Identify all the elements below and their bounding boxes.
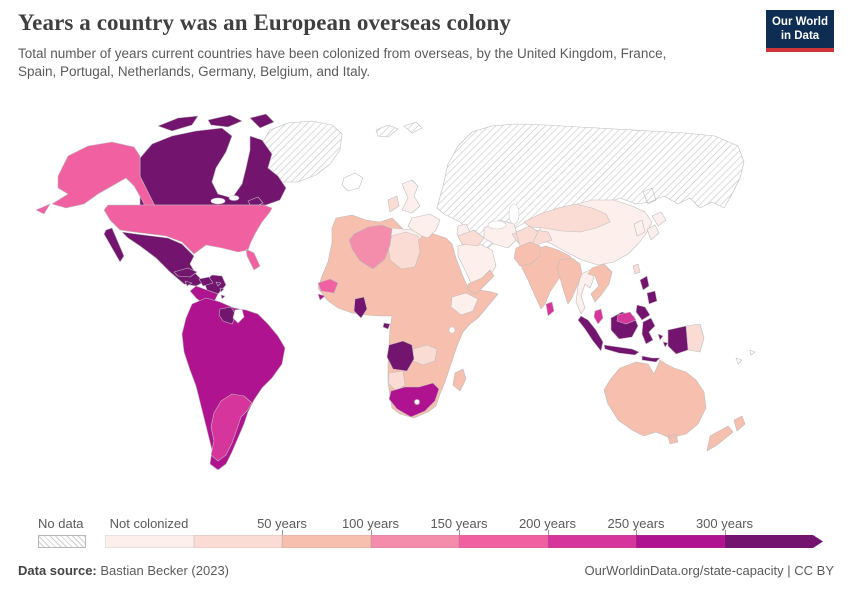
legend-segment-y200_250[interactable]	[547, 535, 636, 548]
legend-segment-y300_plus[interactable]	[725, 535, 824, 548]
owid-logo-line2: in Data	[780, 30, 820, 43]
region-canada[interactable]	[139, 113, 287, 209]
legend-segment-y250_300[interactable]	[636, 535, 725, 548]
legend-segment-y50_100[interactable]	[282, 535, 371, 548]
region-philippines[interactable]	[635, 275, 658, 321]
legend-tick-mark-200	[547, 530, 549, 535]
region-argentina-uruguay[interactable]	[210, 393, 253, 462]
region-ghana[interactable]	[353, 296, 368, 319]
legend-tick-mark-300	[724, 530, 726, 535]
region-australia[interactable]	[603, 359, 707, 445]
region-malaysia-borneo[interactable]	[616, 311, 637, 325]
chart-subtitle: Total number of years current countries …	[18, 45, 738, 81]
subtitle-line-1: Total number of years current countries …	[18, 46, 667, 61]
region-indonesia[interactable]	[577, 311, 689, 363]
region-yemen-oman[interactable]	[467, 269, 495, 295]
region-senegal[interactable]	[317, 278, 339, 294]
legend-tick-mark-150	[459, 530, 460, 535]
map-legend: No data Not colonized 50 years 100 years 1…	[0, 514, 850, 556]
caspian-sea	[508, 203, 520, 225]
region-equatorial-guinea[interactable]	[382, 322, 391, 330]
legend-tick-label-50: 50 years	[257, 516, 307, 531]
legend-not-colonized-label: Not colonized	[109, 516, 189, 531]
region-vietnam-laos-cambodia[interactable]	[587, 263, 613, 303]
legend-tick-label-300: 300 years	[695, 516, 754, 531]
region-united-kingdom[interactable]	[401, 179, 421, 214]
lake-victoria	[448, 326, 456, 334]
subtitle-line-2: Spain, Portugal, Netherlands, Germany, B…	[18, 63, 371, 79]
region-malaysia-peninsula[interactable]	[593, 308, 604, 325]
black-sea	[487, 220, 507, 230]
page-title: Years a country was an European overseas…	[18, 10, 512, 35]
region-guinea-bissau[interactable]	[317, 293, 326, 301]
region-united-states[interactable]	[103, 204, 273, 271]
region-iceland[interactable]	[341, 172, 364, 192]
region-suriname[interactable]	[232, 308, 245, 324]
region-guyana[interactable]	[218, 306, 237, 325]
legend-bar-wrap: Not colonized 50 years 100 years 150 years…	[105, 514, 825, 550]
region-svalbard[interactable]	[375, 121, 423, 138]
region-south-america[interactable]	[181, 297, 286, 471]
region-ethiopia[interactable]	[450, 292, 479, 316]
choropleth-svg	[35, 113, 756, 471]
legend-tick-label-250: 250 years	[607, 516, 665, 531]
region-ireland[interactable]	[387, 195, 400, 213]
region-cuba[interactable]	[173, 267, 198, 278]
region-afghanistan[interactable]	[515, 225, 539, 247]
legend-tick-mark-100	[370, 530, 372, 535]
footer-link[interactable]: OurWorldinData.org/state-capacity | CC B…	[584, 563, 834, 578]
legend-tick-label-100: 100 years	[341, 516, 400, 531]
region-taiwan[interactable]	[632, 263, 641, 275]
legend-segment-not_colonized[interactable]	[105, 535, 194, 548]
legend-segment-y100_150[interactable]	[370, 535, 459, 548]
great-lakes	[210, 197, 226, 205]
world-map	[0, 112, 850, 510]
legend-segment-y150_200[interactable]	[459, 535, 548, 548]
data-source: Data source: Bastian Becker (2023)	[18, 563, 229, 578]
region-south-africa[interactable]	[388, 382, 440, 418]
region-pacific-islands[interactable]	[735, 349, 756, 365]
region-hispaniola[interactable]	[198, 276, 214, 287]
legend-no-data-label: No data	[38, 516, 84, 531]
legend-bar	[105, 535, 823, 548]
region-france[interactable]	[407, 213, 441, 239]
chart-header: Years a country was an European overseas…	[18, 10, 758, 81]
region-algeria[interactable]	[348, 224, 393, 270]
region-pakistan[interactable]	[513, 241, 541, 267]
legend-segment-y0_50[interactable]	[193, 535, 282, 548]
legend-tick-label-200: 200 years	[518, 516, 577, 531]
legend-tick-label-150: 150 years	[430, 516, 488, 531]
region-libya[interactable]	[387, 231, 421, 270]
owid-logo-line1: Our World	[771, 16, 828, 28]
data-source-value: Bastian Becker (2023)	[100, 563, 229, 578]
region-lesser-antilles[interactable]	[215, 281, 226, 300]
region-korea[interactable]	[633, 219, 646, 237]
region-madagascar[interactable]	[452, 368, 467, 392]
great-lakes-east	[228, 195, 240, 201]
region-jamaica[interactable]	[184, 280, 193, 287]
legend-tick-mark-50	[282, 530, 283, 535]
region-bangladesh-myanmar[interactable]	[556, 257, 583, 305]
data-source-label: Data source:	[18, 563, 97, 578]
owid-logo[interactable]: Our World in Data	[766, 10, 834, 52]
legend-no-data-swatch[interactable]	[38, 535, 86, 548]
region-papua-new-guinea[interactable]	[685, 323, 705, 353]
region-central-asia[interactable]	[523, 203, 611, 233]
region-angola[interactable]	[386, 340, 415, 372]
chart-footer: Data source: Bastian Becker (2023) OurWo…	[18, 563, 834, 578]
region-sri-lanka[interactable]	[545, 301, 555, 317]
lesotho	[414, 399, 420, 405]
region-iraq-syria[interactable]	[457, 229, 485, 247]
region-new-zealand[interactable]	[706, 415, 746, 452]
legend-tick-mark-250	[636, 530, 637, 535]
region-japan[interactable]	[646, 211, 667, 241]
